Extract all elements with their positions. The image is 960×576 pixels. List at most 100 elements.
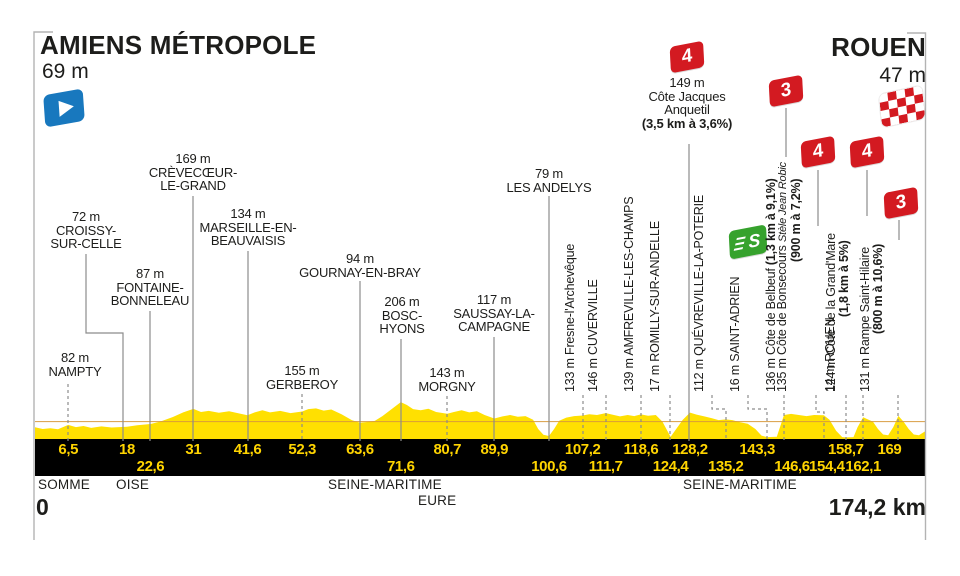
label-line: 94 m (299, 252, 421, 266)
km-tick-label: 158,7 (828, 441, 864, 458)
label-line: 79 m (507, 167, 592, 181)
label-text: 146 m CUVERVILLE (585, 279, 600, 392)
label-text: Côte Jacques (648, 88, 726, 104)
label-line: 169 m (149, 152, 237, 166)
label-text: (900 m à 7,2%) (789, 178, 803, 262)
km-tick-label: 128,2 (672, 441, 708, 458)
label-line: 139 m AMFREVILLE-LES-CHAMPS (621, 196, 636, 392)
waypoint-label: 79 m LES ANDELYS (507, 167, 592, 194)
label-text: GERBEROY (265, 376, 339, 392)
label-text: SUR-CELLE (50, 236, 122, 251)
label-line: LE-GRAND (149, 179, 237, 193)
waypoint-label: 87 m FONTAINE- BONNELEAU (110, 267, 190, 308)
finish-location-title: ROUEN (831, 32, 926, 62)
label-text: 124 m Côte de la Grand'Mare (824, 233, 838, 392)
waypoint-label: 117 m SAUSSAY-LA- CAMPAGNE (453, 293, 535, 334)
label-line: SAUSSAY-LA- (453, 306, 535, 321)
department-label: SEINE-MARITIME (683, 477, 797, 492)
waypoint-label: 139 m AMFREVILLE-LES-CHAMPS (621, 196, 636, 392)
km-tick-label: 169 (877, 441, 902, 458)
label-line: 87 m (111, 267, 189, 281)
label-text: 79 m (534, 166, 564, 181)
km-tick-label: 22,6 (136, 458, 165, 475)
sprint-letter: S (747, 229, 761, 252)
km-tick-label: 135,2 (707, 458, 744, 475)
km-tick-label: 118,6 (623, 441, 659, 458)
sprint-speed-lines (735, 241, 745, 246)
label-text: 169 m (175, 151, 211, 166)
label-line: BONNELEAU (110, 293, 190, 308)
label-text: (1,8 km à 5%) (837, 240, 851, 317)
label-text: 117 m (476, 292, 512, 307)
label-text: 133 m Fresne-l'Archevêque (562, 243, 577, 392)
department-label: SEINE-MARITIME (328, 477, 442, 492)
waypoint-label: 94 m GOURNAY-EN-BRAY (299, 252, 421, 279)
label-line: 133 m Fresne-l'Archevêque (562, 243, 577, 392)
label-text: MORGNY (418, 378, 476, 394)
label-line: 206 m (379, 295, 424, 309)
waypoint-label: 131 m Rampe Saint-Hilaire (800 m à 10,6%) (858, 243, 885, 392)
start-km-label: 0 (36, 494, 49, 520)
label-text: Stèle Jean Robic (777, 162, 789, 243)
label-line: (1,8 km à 5%) (837, 233, 851, 392)
label-text: HYONS (379, 321, 425, 336)
km-tick-label: 111,7 (588, 458, 623, 475)
label-text: BEAUVAISIS (210, 233, 286, 248)
label-text: 94 m (345, 251, 375, 266)
department-label: SOMME (38, 477, 91, 492)
label-text: 206 m (384, 294, 420, 309)
label-line: 112 m QUÉVREVILLE-LA-POTERIE (692, 195, 706, 392)
km-tick-label: 63,6 (346, 441, 374, 458)
department-label: OISE (116, 477, 150, 492)
label-text: FONTAINE- (116, 279, 184, 295)
label-text: 149 m (669, 75, 705, 90)
start-location-title: AMIENS MÉTROPOLE (40, 30, 317, 60)
km-tick-label: 124,4 (652, 458, 689, 475)
right-border (907, 32, 927, 540)
waypoint-label: 133 m Fresne-l'Archevêque (562, 243, 577, 392)
label-text: 135 m Côte de Bonsecours (775, 242, 789, 392)
label-text: Anquetil (664, 102, 710, 117)
waypoint-label: 82 m NAMPTY (49, 351, 102, 378)
label-line: MARSEILLE-EN- (199, 219, 297, 235)
label-text: BONNELEAU (110, 293, 190, 308)
label-text: LE-GRAND (160, 178, 226, 193)
km-bar (35, 439, 925, 476)
waypoint-connector (815, 395, 825, 441)
label-line: (900 m à 7,2%) (789, 162, 803, 392)
label-line: 17 m ROMILLY-SUR-ANDELLE (648, 221, 662, 392)
label-line: BEAUVAISIS (199, 234, 296, 248)
label-text: 82 m (60, 350, 90, 365)
waypoint-label: 134 m MARSEILLE-EN- BEAUVAISIS (199, 207, 296, 248)
label-line: SUR-CELLE (50, 237, 121, 251)
waypoint-label: 72 m CROISSY- SUR-CELLE (50, 210, 121, 251)
waypoint-label: 124 m Côte de la Grand'Mare (1,8 km à 5%) (824, 233, 851, 392)
waypoint-label: 149 m Côte Jacques Anquetil (3,5 km à 3,6%) (642, 76, 732, 130)
label-text: LES ANDELYS (506, 179, 592, 195)
label-line: FONTAINE- (111, 279, 189, 295)
label-line: 135 m Côte de Bonsecours Stèle Jean Robi… (775, 162, 790, 392)
label-line: CAMPAGNE (453, 320, 535, 334)
label-line: 117 m (453, 293, 535, 307)
label-text: 155 m (284, 363, 320, 378)
label-text: (800 m à 10,6%) (871, 243, 885, 334)
waypoint-connector (747, 395, 768, 441)
total-distance-label: 174,2 km (828, 494, 926, 520)
label-text: CRÈVECŒUR- (148, 164, 238, 180)
label-text: CROISSY- (55, 222, 117, 238)
label-text: 139 m AMFREVILLE-LES-CHAMPS (621, 196, 636, 392)
waypoint-connector (711, 395, 727, 441)
label-line: 16 m SAINT-ADRIEN (728, 277, 742, 392)
label-line: 134 m (199, 207, 296, 221)
label-text: MARSEILLE-EN- (199, 219, 297, 235)
km-tick-label: 41,6 (233, 441, 262, 458)
label-line: 82 m (49, 351, 102, 365)
left-border (33, 31, 53, 540)
label-text: 131 m Rampe Saint-Hilaire (858, 246, 872, 392)
label-line: CRÈVECŒUR- (148, 164, 238, 180)
label-line: Côte Jacques (642, 88, 732, 104)
label-line: (800 m à 10,6%) (871, 243, 885, 392)
label-text: CAMPAGNE (458, 319, 530, 334)
